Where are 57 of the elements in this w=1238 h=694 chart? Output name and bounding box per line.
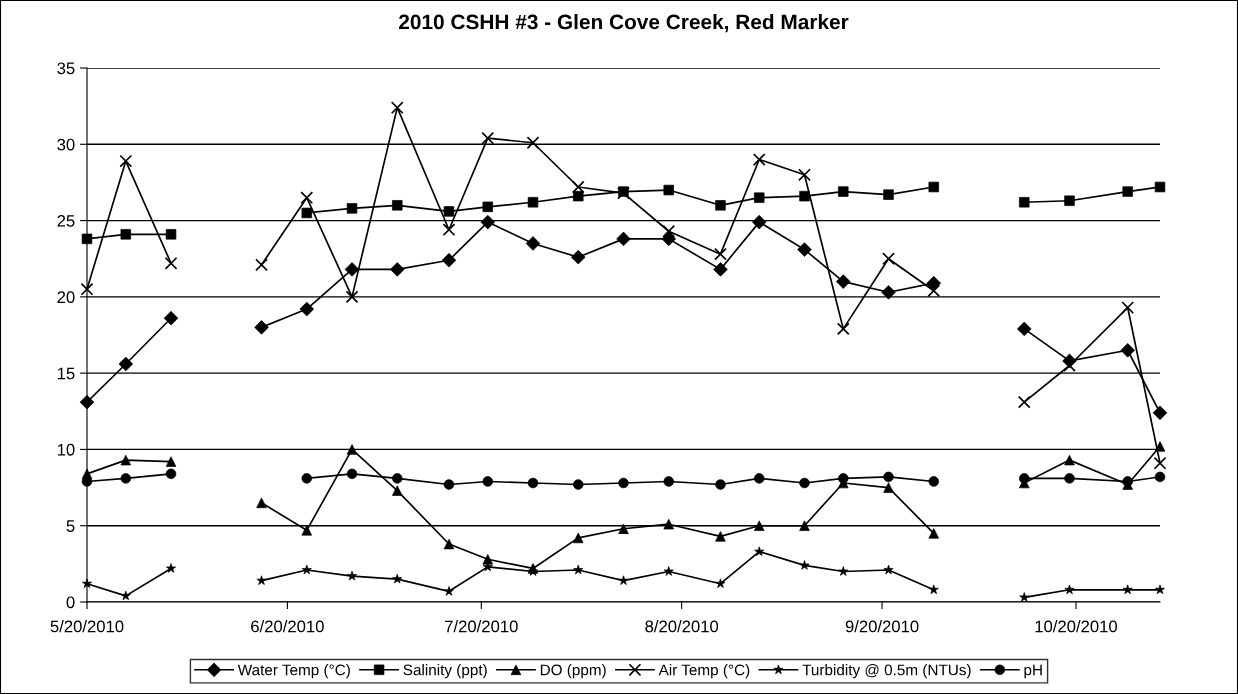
- x-tick-label: 7/20/2010: [445, 620, 518, 633]
- y-tick-label: 30: [57, 138, 75, 151]
- legend-label: DO (ppm): [540, 664, 606, 679]
- point: [442, 223, 456, 237]
- point: [163, 310, 179, 326]
- point: [118, 356, 134, 372]
- point: [80, 282, 94, 296]
- point: [752, 153, 766, 166]
- y-tick-label: 20: [57, 291, 75, 304]
- legend-label: Turbidity @ 0.5m (NTUs): [802, 664, 971, 679]
- chart-title: 2010 CSHH #3 - Glen Cove Creek, Red Marker: [399, 14, 849, 33]
- x-tick-label: 5/20/2010: [50, 620, 124, 633]
- point: [299, 301, 314, 317]
- point: [164, 256, 178, 270]
- point: [1153, 456, 1167, 470]
- x-tick-label: 6/20/2010: [251, 620, 324, 633]
- x-tick-label: 8/20/2010: [645, 620, 719, 633]
- point: [301, 207, 312, 219]
- point: [120, 229, 131, 240]
- point: [1154, 181, 1166, 193]
- point: [1017, 321, 1032, 337]
- point: [571, 180, 585, 194]
- point: [714, 247, 727, 261]
- y-tick-label: 5: [66, 520, 75, 532]
- y-tick-label: 15: [57, 367, 75, 380]
- point: [1063, 359, 1076, 372]
- point: [1121, 301, 1135, 314]
- point: [836, 322, 850, 336]
- y-tick-label: 0: [66, 596, 75, 609]
- point: [119, 154, 133, 168]
- point: [527, 197, 539, 208]
- legend-label: Water Temp (°C): [237, 664, 350, 679]
- y-tick-label: 25: [57, 214, 75, 227]
- point: [300, 191, 314, 205]
- point: [927, 284, 941, 298]
- point: [616, 231, 631, 247]
- point: [255, 258, 268, 272]
- point: [752, 214, 767, 230]
- y-tick-label: 35: [57, 62, 75, 75]
- x-tick-label: 10/20/2010: [1035, 620, 1118, 633]
- point: [345, 290, 359, 304]
- point: [1152, 405, 1168, 421]
- legend-label: Salinity (ppt): [403, 664, 487, 679]
- legend-label: pH: [1024, 664, 1042, 679]
- point: [526, 136, 540, 150]
- point: [882, 252, 895, 266]
- legend-label: Air Temp (°C): [658, 664, 750, 679]
- x-tick-label: 9/20/2010: [845, 620, 919, 633]
- point: [481, 131, 495, 145]
- point: [928, 181, 939, 193]
- point: [798, 168, 811, 182]
- point: [1017, 395, 1031, 409]
- point: [754, 520, 765, 531]
- point: [390, 101, 404, 115]
- point: [662, 224, 676, 238]
- point: [754, 192, 765, 203]
- y-tick-label: 10: [57, 443, 75, 456]
